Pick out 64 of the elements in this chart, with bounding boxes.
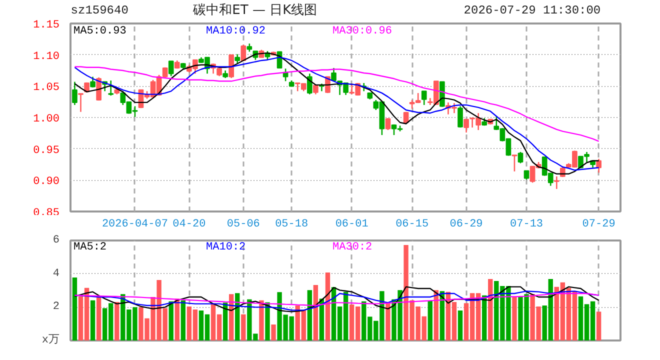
y-tick-label: x万 (42, 334, 60, 346)
bar (241, 314, 246, 340)
bar (271, 324, 276, 340)
text: MA30:0.96 (332, 25, 392, 38)
x-tick-label: 06-29 (450, 218, 483, 231)
y-tick-label: 1.10 (33, 50, 60, 63)
candlestick (306, 72, 312, 95)
bar (458, 310, 463, 340)
x-tick-label: 07-13 (510, 218, 544, 231)
bar (259, 300, 264, 340)
candlestick (554, 176, 560, 190)
candlestick (90, 76, 96, 88)
chart-title: 碳中和ET — 日K线图 (192, 3, 318, 18)
candlestick (512, 154, 518, 172)
x-tick-label: 2026-04-07 (102, 218, 168, 231)
bar (265, 302, 270, 340)
text: MA5:2 (74, 242, 107, 254)
bar (386, 302, 390, 340)
bar (96, 297, 102, 340)
y-tick-label: 4 (52, 268, 60, 280)
y-tick-label: 0.90 (33, 176, 60, 188)
bar (428, 301, 432, 340)
text: 2026-07-29 11:30:00 (464, 4, 601, 18)
x-tick-label: 06-15 (396, 218, 429, 231)
x-tick-label: 06-01 (335, 218, 369, 231)
bar (222, 302, 228, 340)
bar (325, 272, 330, 340)
text: MA30:2 (332, 242, 372, 254)
y-tick-label: 1.00 (33, 114, 60, 126)
y-tick-label: 1.05 (33, 82, 60, 94)
text: MA10:0.92 (206, 25, 266, 38)
line-series (74, 292, 600, 306)
candlestick (78, 93, 84, 113)
candlestick (518, 151, 524, 164)
x-tick-label: 04-20 (172, 218, 206, 231)
bar (90, 300, 96, 340)
y-tick-label: 0.95 (33, 144, 60, 157)
bar (313, 285, 318, 340)
y-tick-label: 6 (52, 234, 60, 246)
candlestick (228, 54, 234, 79)
text: MA10:2 (206, 242, 246, 254)
text: MA5:0.93 (74, 25, 126, 38)
y-tick-label: 1.15 (33, 20, 60, 32)
line-series (74, 286, 600, 312)
candlestick (240, 44, 246, 62)
bar (512, 296, 517, 340)
bar (72, 278, 78, 340)
bar (114, 302, 120, 340)
x-tick-label: 05-18 (275, 218, 308, 231)
bar (168, 301, 174, 340)
candlestick (421, 90, 427, 106)
line-series (74, 66, 600, 142)
candlestick (168, 60, 174, 77)
candlestick (108, 80, 114, 96)
x-tick-label: 05-06 (226, 218, 260, 231)
bar (180, 300, 186, 340)
candlestick (72, 81, 78, 106)
x-tick-label: 07-29 (582, 218, 616, 231)
bar (307, 290, 312, 340)
y-tick-label: 2 (52, 301, 60, 314)
chart-subtitle: sz159640 (70, 4, 128, 18)
candlestick (385, 117, 391, 131)
candlestick (458, 106, 463, 128)
bar (596, 312, 602, 340)
